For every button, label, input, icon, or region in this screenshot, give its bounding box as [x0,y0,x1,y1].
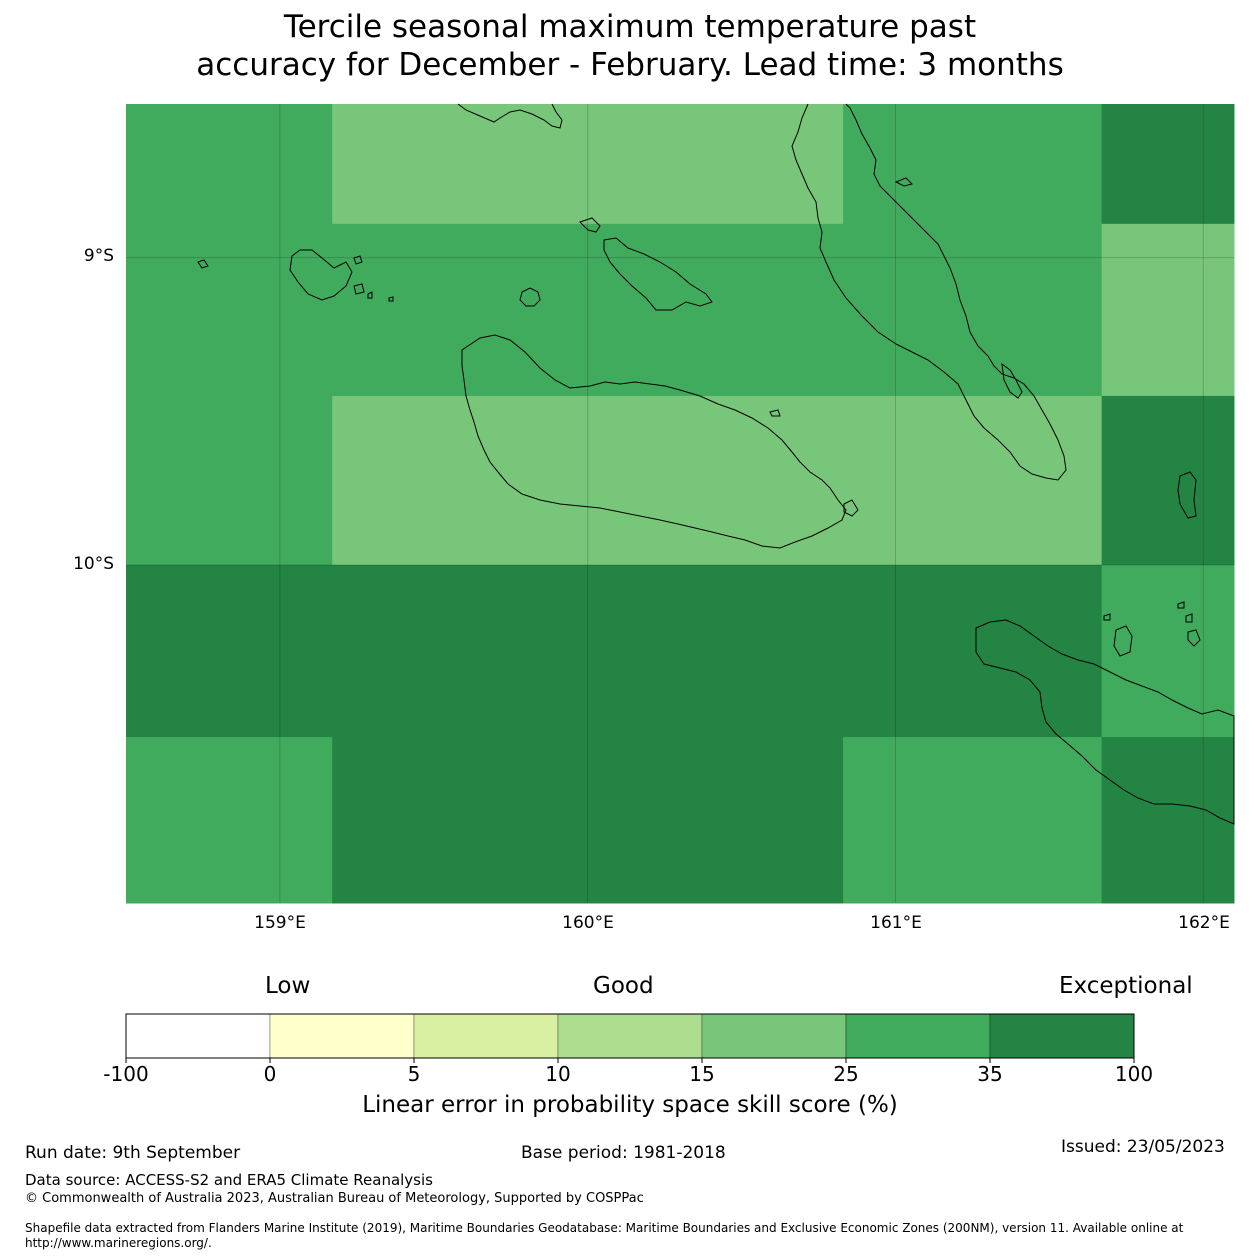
shapefile-credit-line-2: http://www.marineregions.org/. [25,1236,212,1250]
coastline-islet [353,255,363,265]
skill-score-cell [1101,104,1235,225]
map-title-line-2: accuracy for December - February. Lead t… [196,47,1064,83]
issued-date: Issued: 23/05/2023 [1061,1137,1225,1157]
coastline-islet [388,296,394,302]
skill-score-cell [332,737,589,904]
lon-tick-label: 159°E [254,913,306,933]
skill-score-cell [126,104,333,225]
coastline-makira [975,619,1235,825]
coastline-isabel-tip [457,103,563,129]
coastline-russell-islands [289,249,353,301]
colorbar-tick-label: 15 [689,1062,715,1086]
skill-score-grid [126,104,1235,904]
colorbar-category-good: Good [593,973,654,999]
coastlines [197,103,1235,825]
skill-score-cell [332,223,589,397]
colorbar-title: Linear error in probability space skill … [362,1092,898,1118]
skill-score-cell [126,223,333,397]
lon-tick-label: 162°E [1178,913,1230,933]
skill-score-cell [126,395,333,566]
coastline-ulawa [1177,471,1197,519]
base-period: Base period: 1981-2018 [521,1143,726,1163]
shapefile-credit-line-1: Shapefile data extracted from Flanders M… [25,1221,1184,1235]
copyright: © Commonwealth of Australia 2023, Austra… [25,1191,644,1206]
skill-score-cell [587,395,844,566]
coastline-islet [1001,362,1023,399]
skill-score-cell [126,737,333,904]
run-date: Run date: 9th September [25,1143,241,1163]
colorbar-category-low: Low [265,973,311,999]
coastline-nggela-islands [579,217,713,311]
skill-score-cell [843,104,1103,225]
graticule [126,104,1234,903]
coastline-islet [769,409,781,417]
skill-score-cell [587,737,844,904]
coastline-islet [1113,625,1133,657]
skill-score-cell [1101,737,1235,904]
coastline-malaita-west [791,103,1067,481]
skill-score-cell [332,395,589,566]
colorbar-tick-label: -100 [103,1062,149,1086]
colorbar-tick-label: 35 [977,1062,1003,1086]
skill-score-cell [843,223,1103,397]
colorbar-tick-label: 100 [1114,1062,1154,1086]
lat-tick-label: 9°S [83,246,114,266]
lon-tick-label: 161°E [870,913,922,933]
coastline-islet [843,499,859,517]
skill-score-cell [1101,564,1235,738]
coastline-islet [1177,601,1185,609]
coastline-islet [367,291,373,299]
coastline-islet [1185,613,1193,623]
coastline-islet [894,177,913,187]
lon-tick-label: 160°E [562,913,614,933]
coastline-islet [197,259,209,269]
coastline-islet [1187,629,1201,647]
lat-tick-label: 10°S [73,554,114,574]
skill-score-cell [1101,395,1235,566]
colorbar-tick-label: 5 [407,1062,421,1086]
skill-score-cell [843,564,1103,738]
colorbar-tick-label: 10 [545,1062,571,1086]
colorbar-tick-label: 25 [833,1062,859,1086]
skill-score-cell [332,564,589,738]
skill-score-cell [332,104,589,225]
coastline-islet [1103,613,1111,621]
colorbar-tick-label: 0 [263,1062,277,1086]
skill-score-cell [843,395,1103,566]
coastline-savo [519,287,541,307]
skill-score-cell [1101,223,1235,397]
skill-score-cell [587,104,844,225]
map-title-line-1: Tercile seasonal maximum temperature pas… [283,9,977,45]
colorbar-category-exceptional: Exceptional [1059,973,1193,999]
skill-score-cell [587,223,844,397]
data-source: Data source: ACCESS-S2 and ERA5 Climate … [25,1171,433,1189]
skill-score-cell [587,564,844,738]
skill-score-cell [126,564,333,738]
coastline-islet [353,283,365,295]
skill-score-cell [843,737,1103,904]
coastline-guadalcanal [461,334,847,549]
